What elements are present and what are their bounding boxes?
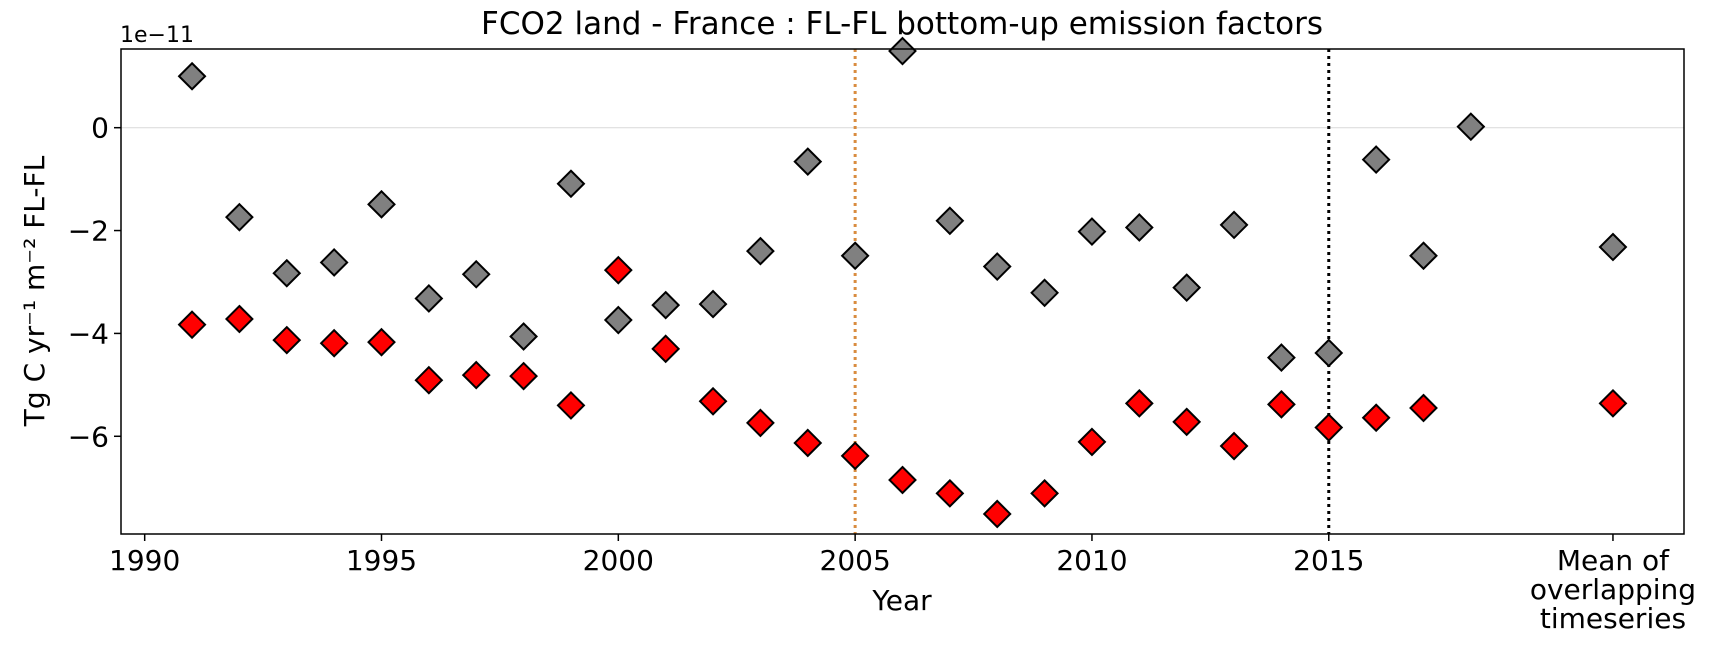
x-tick-label: 2000 — [583, 544, 654, 577]
y-tick-label: 0 — [91, 112, 109, 145]
x-axis-label: Year — [871, 584, 932, 617]
marker — [935, 206, 965, 236]
y-tick-label: −4 — [68, 317, 109, 350]
marker — [840, 241, 870, 271]
marker — [698, 386, 728, 416]
y-axis-label: Tg C yr⁻¹ m⁻² FL-FL — [18, 155, 51, 427]
marker — [461, 259, 491, 289]
marker — [888, 465, 917, 495]
marker — [793, 147, 823, 177]
marker — [603, 255, 633, 285]
marker — [745, 236, 775, 266]
x-tick-label: 2015 — [1293, 544, 1364, 577]
y-offset-label: 1e−11 — [120, 23, 194, 48]
marker — [556, 391, 586, 420]
marker — [651, 334, 681, 364]
marker — [982, 252, 1012, 281]
y-tick-label: −6 — [68, 420, 109, 453]
marker — [272, 325, 302, 355]
marker — [414, 365, 444, 395]
marker — [793, 428, 823, 458]
x-tick-label: 1990 — [109, 544, 180, 577]
marker — [319, 328, 349, 358]
marker — [1030, 278, 1060, 308]
marker — [461, 360, 491, 390]
marker — [367, 189, 396, 219]
x-tick-label-line: Mean of — [1557, 544, 1670, 577]
marker — [556, 169, 586, 199]
marker — [1219, 210, 1249, 240]
marker — [1409, 241, 1438, 271]
marker — [698, 289, 728, 319]
plot-frame — [120, 48, 1685, 535]
marker — [1456, 112, 1486, 142]
marker — [224, 304, 254, 334]
marker — [982, 499, 1012, 529]
marker — [1077, 427, 1107, 457]
x-tick-label: 2010 — [1056, 544, 1127, 577]
marker — [367, 327, 396, 357]
marker — [1409, 393, 1438, 423]
marker — [177, 310, 207, 340]
marker — [935, 478, 965, 508]
marker — [1266, 343, 1296, 373]
chart-title: FCO2 land - France : FL-FL bottom-up emi… — [481, 6, 1323, 42]
y-tick-label: −2 — [68, 215, 109, 248]
marker — [1172, 407, 1202, 437]
marker — [840, 441, 870, 471]
marker — [319, 248, 349, 277]
x-tick-label-line: timeseries — [1540, 602, 1686, 635]
x-tick-label: 1995 — [346, 544, 417, 577]
marker — [1124, 388, 1154, 418]
x-tick-label: Mean of overlapping timeseries — [1530, 544, 1696, 635]
marker — [603, 305, 633, 335]
marker — [1077, 217, 1107, 246]
marker — [414, 284, 444, 313]
marker — [1361, 145, 1391, 174]
marker — [1266, 389, 1296, 419]
marker — [1030, 478, 1060, 508]
marker — [1598, 232, 1628, 262]
x-tick-label: 2005 — [820, 544, 891, 577]
marker — [1598, 388, 1628, 418]
marker — [745, 408, 775, 438]
marker — [509, 322, 539, 351]
marker — [272, 258, 302, 288]
marker — [224, 202, 254, 232]
marker — [1172, 273, 1202, 303]
marker — [177, 61, 207, 91]
marker — [1314, 413, 1344, 442]
marker — [1361, 403, 1391, 433]
marker — [1219, 431, 1249, 461]
marker — [509, 361, 539, 391]
marker — [651, 290, 681, 320]
x-tick-label-line: overlapping — [1530, 573, 1696, 606]
marker — [888, 36, 917, 66]
marker — [1314, 338, 1344, 368]
marker — [1124, 213, 1154, 242]
